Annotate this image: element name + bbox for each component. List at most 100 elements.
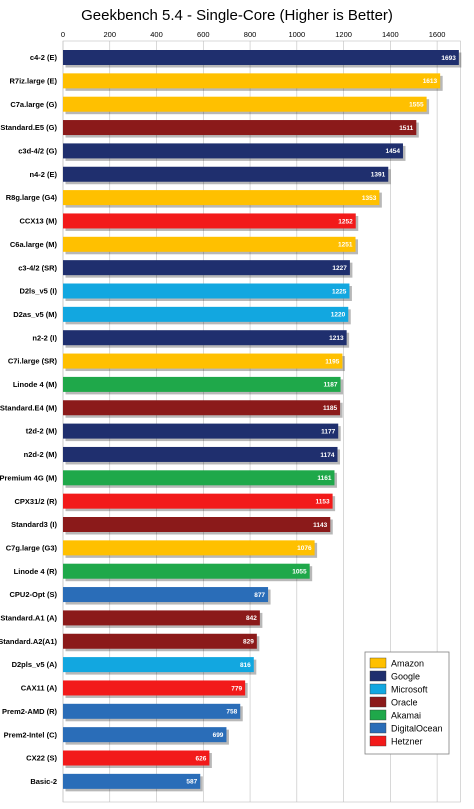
bar xyxy=(63,236,356,252)
category-label: CCX13 (M) xyxy=(19,217,57,226)
bar xyxy=(63,563,310,579)
bar xyxy=(63,306,349,322)
data-label: 1185 xyxy=(323,405,337,412)
legend: Amazon Google Microsoft Oracle Akamai Digital… xyxy=(364,651,450,755)
bar xyxy=(63,190,380,206)
bar xyxy=(63,353,343,369)
category-label: R8g.large (G4) xyxy=(6,193,58,202)
data-label: 1195 xyxy=(325,358,339,365)
bar xyxy=(63,330,347,346)
data-label: 1353 xyxy=(362,195,377,202)
category-label: Basic-2 xyxy=(30,777,57,786)
data-label: 1555 xyxy=(409,102,424,109)
category-label: Premium 4G (M) xyxy=(0,473,57,482)
category-label: Standard.E5 (G) xyxy=(0,123,57,132)
data-label: 1227 xyxy=(332,265,347,272)
bar xyxy=(63,470,335,486)
bar xyxy=(63,680,246,696)
legend-label: Microsoft xyxy=(391,685,428,695)
bar xyxy=(63,143,403,159)
x-tick-label: 0 xyxy=(61,30,65,39)
bar xyxy=(63,773,201,789)
bar xyxy=(63,283,350,299)
x-tick-label: 600 xyxy=(197,30,210,39)
legend-label: Oracle xyxy=(391,698,418,708)
data-label: 1161 xyxy=(317,475,331,482)
category-label: t2d-2 (M) xyxy=(26,427,58,436)
category-label: Standard3 (I) xyxy=(11,520,57,529)
data-label: 699 xyxy=(213,732,224,739)
data-label: 816 xyxy=(240,662,251,669)
category-label: n4-2 (E) xyxy=(29,170,57,179)
category-label: Standard.A2(A1) xyxy=(0,637,57,646)
category-label: Standard.A1 (A) xyxy=(0,614,57,623)
category-label: CPU2-Opt (S) xyxy=(10,590,58,599)
legend-label: DigitalOcean xyxy=(391,724,443,734)
data-label: 1220 xyxy=(331,312,346,319)
category-label: Standard.E4 (M) xyxy=(0,403,57,412)
bar xyxy=(63,423,339,439)
legend-swatch xyxy=(369,670,387,682)
x-tick-label: 800 xyxy=(244,30,257,39)
category-label: Linode 4 (M) xyxy=(13,380,58,389)
legend-swatch xyxy=(369,735,387,747)
bar xyxy=(63,166,389,182)
legend-label: Akamai xyxy=(391,711,421,721)
chart-title: Geekbench 5.4 - Single-Core (Higher is B… xyxy=(81,7,393,24)
bar xyxy=(63,446,338,462)
legend-swatch xyxy=(369,722,387,734)
legend-swatch xyxy=(369,683,387,695)
bar xyxy=(63,657,254,673)
x-tick-label: 1200 xyxy=(335,30,352,39)
category-label: R7iz.large (E) xyxy=(9,76,57,85)
category-label: n2d-2 (M) xyxy=(24,450,58,459)
bar xyxy=(63,400,341,416)
x-tick-label: 400 xyxy=(150,30,163,39)
bar xyxy=(63,213,356,229)
data-label: 1251 xyxy=(338,242,353,249)
bar xyxy=(63,750,210,766)
bar xyxy=(63,610,260,626)
bar xyxy=(63,517,331,532)
data-label: 1187 xyxy=(323,382,337,389)
data-label: 1174 xyxy=(320,452,334,459)
data-label: 626 xyxy=(196,755,207,762)
category-label: D2as_v5 (M) xyxy=(13,310,57,319)
x-tick-label: 1000 xyxy=(288,30,305,39)
category-label: c4-2 (E) xyxy=(30,53,58,62)
category-label: D2ls_v5 (I) xyxy=(19,287,57,296)
bar xyxy=(63,260,350,276)
data-label: 1693 xyxy=(441,55,456,62)
bar xyxy=(63,120,417,136)
bar xyxy=(63,376,341,392)
data-label: 1055 xyxy=(292,569,307,576)
category-label: n2-2 (I) xyxy=(32,333,57,342)
x-tick-label: 200 xyxy=(104,30,117,39)
data-label: 1225 xyxy=(332,288,347,295)
data-label: 779 xyxy=(231,685,242,692)
data-label: 758 xyxy=(226,709,237,716)
bar xyxy=(63,96,427,112)
category-label: c3-4/2 (SR) xyxy=(18,263,57,272)
x-axis-ticks: 0 200 400 600 800 1000 1200 1400 1600 xyxy=(61,30,446,39)
data-label: 1454 xyxy=(386,148,401,155)
category-label: CAX11 (A) xyxy=(21,684,58,693)
legend-swatch xyxy=(369,709,387,721)
category-label: C7i.large (SR) xyxy=(8,357,58,366)
bar xyxy=(63,493,333,509)
bar xyxy=(63,633,257,649)
category-label: D2pls_v5 (A) xyxy=(12,660,58,669)
category-label: Linode 4 (R) xyxy=(14,567,58,576)
category-label: CPX31/2 (R) xyxy=(14,497,57,506)
data-label: 1143 xyxy=(313,522,327,529)
bar xyxy=(63,540,315,556)
bar xyxy=(63,587,269,603)
data-label: 1213 xyxy=(329,335,344,342)
data-label: 842 xyxy=(246,615,257,622)
legend-label: Hetzner xyxy=(391,737,423,747)
legend-swatch xyxy=(369,657,387,669)
category-label: CX22 (S) xyxy=(26,754,57,763)
data-label: 877 xyxy=(254,592,265,599)
bars: c4-2 (E) 1693 R7iz.large (E) 1613 C7a.large … xyxy=(0,50,462,792)
